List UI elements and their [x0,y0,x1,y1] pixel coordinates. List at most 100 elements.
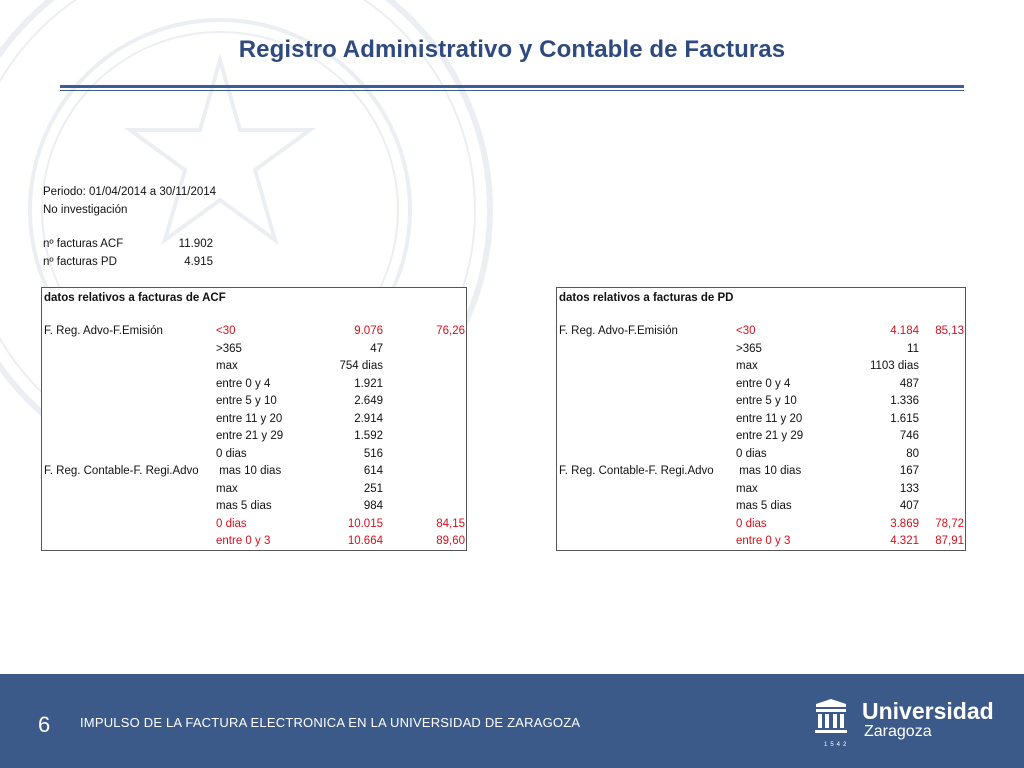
row-value: 4.321 [890,535,919,547]
row-label: max [216,360,238,372]
table-row: entre 5 y 10 2.649 [42,395,466,413]
row-value: 11 [907,342,919,355]
row-value: 1.336 [890,395,919,407]
title-divider-thin [60,90,964,91]
row-value: 1.592 [354,430,383,442]
row-value: 3.869 [890,517,919,530]
table-row: entre 0 y 4 487 [557,378,965,396]
row-label: mas 5 dias [736,500,792,512]
row-value: 1103 dias [869,360,919,372]
table-row: 0 dias 3.869 78,72 [557,518,965,536]
row-value: 407 [899,500,919,512]
page-number: 6 [38,712,51,737]
no-investigacion-text: No investigación [43,204,128,216]
pd-table-header: datos relativos a facturas de PD [559,292,734,304]
table-row: >365 47 [42,343,466,361]
row-value: 754 dias [339,360,383,372]
table-row: max 1103 dias [557,360,965,378]
row-label: max [736,360,758,372]
period-text: Periodo: 01/04/2014 a 30/11/2014 [43,186,217,198]
row-value: 47 [370,342,383,355]
row-group-label: F. Reg. Contable-F. Regi.Advo [44,465,199,477]
row-label: 0 dias [736,447,767,460]
table-row: entre 0 y 3 4.321 87,91 [557,535,965,553]
row-label: entre 5 y 10 [216,395,277,407]
table-row: max 251 [42,483,466,501]
row-label: entre 0 y 3 [736,535,791,547]
logo-subtitle: Zaragoza [864,723,932,740]
row-percent: 76,26 [436,325,465,337]
row-value: 1.615 [890,412,919,425]
row-value: 10.015 [347,517,383,530]
row-label: entre 21 y 29 [736,430,804,442]
table-row: entre 21 y 29 746 [557,430,965,448]
row-value: 80 [906,447,919,460]
table-row: max 133 [557,483,965,501]
table-row: F. Reg. Advo-F.Emisión <30 4.184 85,13 [557,325,965,343]
row-value: 984 [363,500,383,512]
row-label: entre 0 y 4 [736,377,791,390]
table-row: entre 5 y 10 1.336 [557,395,965,413]
table-row: F. Reg. Contable-F. Regi.Advo mas 10 dia… [42,465,466,483]
logo-year: 1542 [824,742,850,748]
row-label: mas 10 dias [736,465,802,477]
row-label: max [216,482,238,495]
row-label: mas 5 dias [216,500,272,512]
row-value: 614 [363,465,383,477]
row-label: entre 21 y 29 [216,430,284,442]
table-row: entre 11 y 20 2.914 [42,413,466,431]
row-label: <30 [736,325,756,337]
table-row: 0 dias 516 [42,448,466,466]
row-percent: 87,91 [935,535,964,547]
acf-data-table: datos relativos a facturas de ACF F. Reg… [41,287,467,551]
table-row: mas 5 dias 407 [557,500,965,518]
row-label: 0 dias [216,517,247,530]
row-value: 251 [363,482,383,495]
university-building-icon [815,699,847,733]
table-row: mas 5 dias 984 [42,500,466,518]
row-value: 167 [899,465,919,477]
acf-table-header: datos relativos a facturas de ACF [44,292,226,304]
acf-count-row: nº facturas ACF 11.902 [43,238,213,250]
table-row: >365 11 [557,343,965,361]
page-title: Registro Administrativo y Contable de Fa… [238,36,786,63]
table-row: entre 0 y 4 1.921 [42,378,466,396]
acf-count-label: nº facturas ACF [43,238,124,250]
row-label: 0 dias [216,447,247,460]
row-label: max [736,482,758,495]
row-percent: 85,13 [935,325,964,337]
footer-text: IMPULSO DE LA FACTURA ELECTRONICA EN LA … [80,715,581,730]
row-label: entre 11 y 20 [216,412,283,425]
row-value: 133 [899,482,919,495]
row-value: 9.076 [354,325,383,337]
row-label: entre 5 y 10 [736,395,797,407]
row-label: 0 dias [736,517,767,530]
row-label: entre 0 y 4 [216,377,271,390]
row-label: entre 0 y 3 [216,535,271,547]
pd-count-label: nº facturas PD [43,256,117,268]
row-group-label: F. Reg. Contable-F. Regi.Advo [559,465,714,477]
row-label: >365 [216,342,242,355]
row-value: 2.649 [354,395,383,407]
title-divider [60,85,964,88]
row-value: 4.184 [890,325,919,337]
table-row: 0 dias 80 [557,448,965,466]
table-row: F. Reg. Contable-F. Regi.Advo mas 10 dia… [557,465,965,483]
footer-bar [0,674,1024,768]
row-group-label: F. Reg. Advo-F.Emisión [44,325,163,337]
row-percent: 84,15 [436,517,465,530]
table-row: entre 21 y 29 1.592 [42,430,466,448]
row-percent: 78,72 [935,517,964,530]
row-value: 2.914 [354,412,383,425]
row-percent: 89,60 [436,535,465,547]
logo-wordmark: Universidad [862,698,994,724]
table-row: max 754 dias [42,360,466,378]
row-value: 487 [899,377,919,390]
pd-data-table: datos relativos a facturas de PD F. Reg.… [556,287,966,551]
table-row: 0 dias 10.015 84,15 [42,518,466,536]
table-row: entre 11 y 20 1.615 [557,413,965,431]
row-value: 516 [363,447,383,460]
pd-count-row: nº facturas PD 4.915 [43,256,213,268]
row-value: 10.664 [347,535,383,547]
acf-count-value: 11.902 [178,238,213,250]
